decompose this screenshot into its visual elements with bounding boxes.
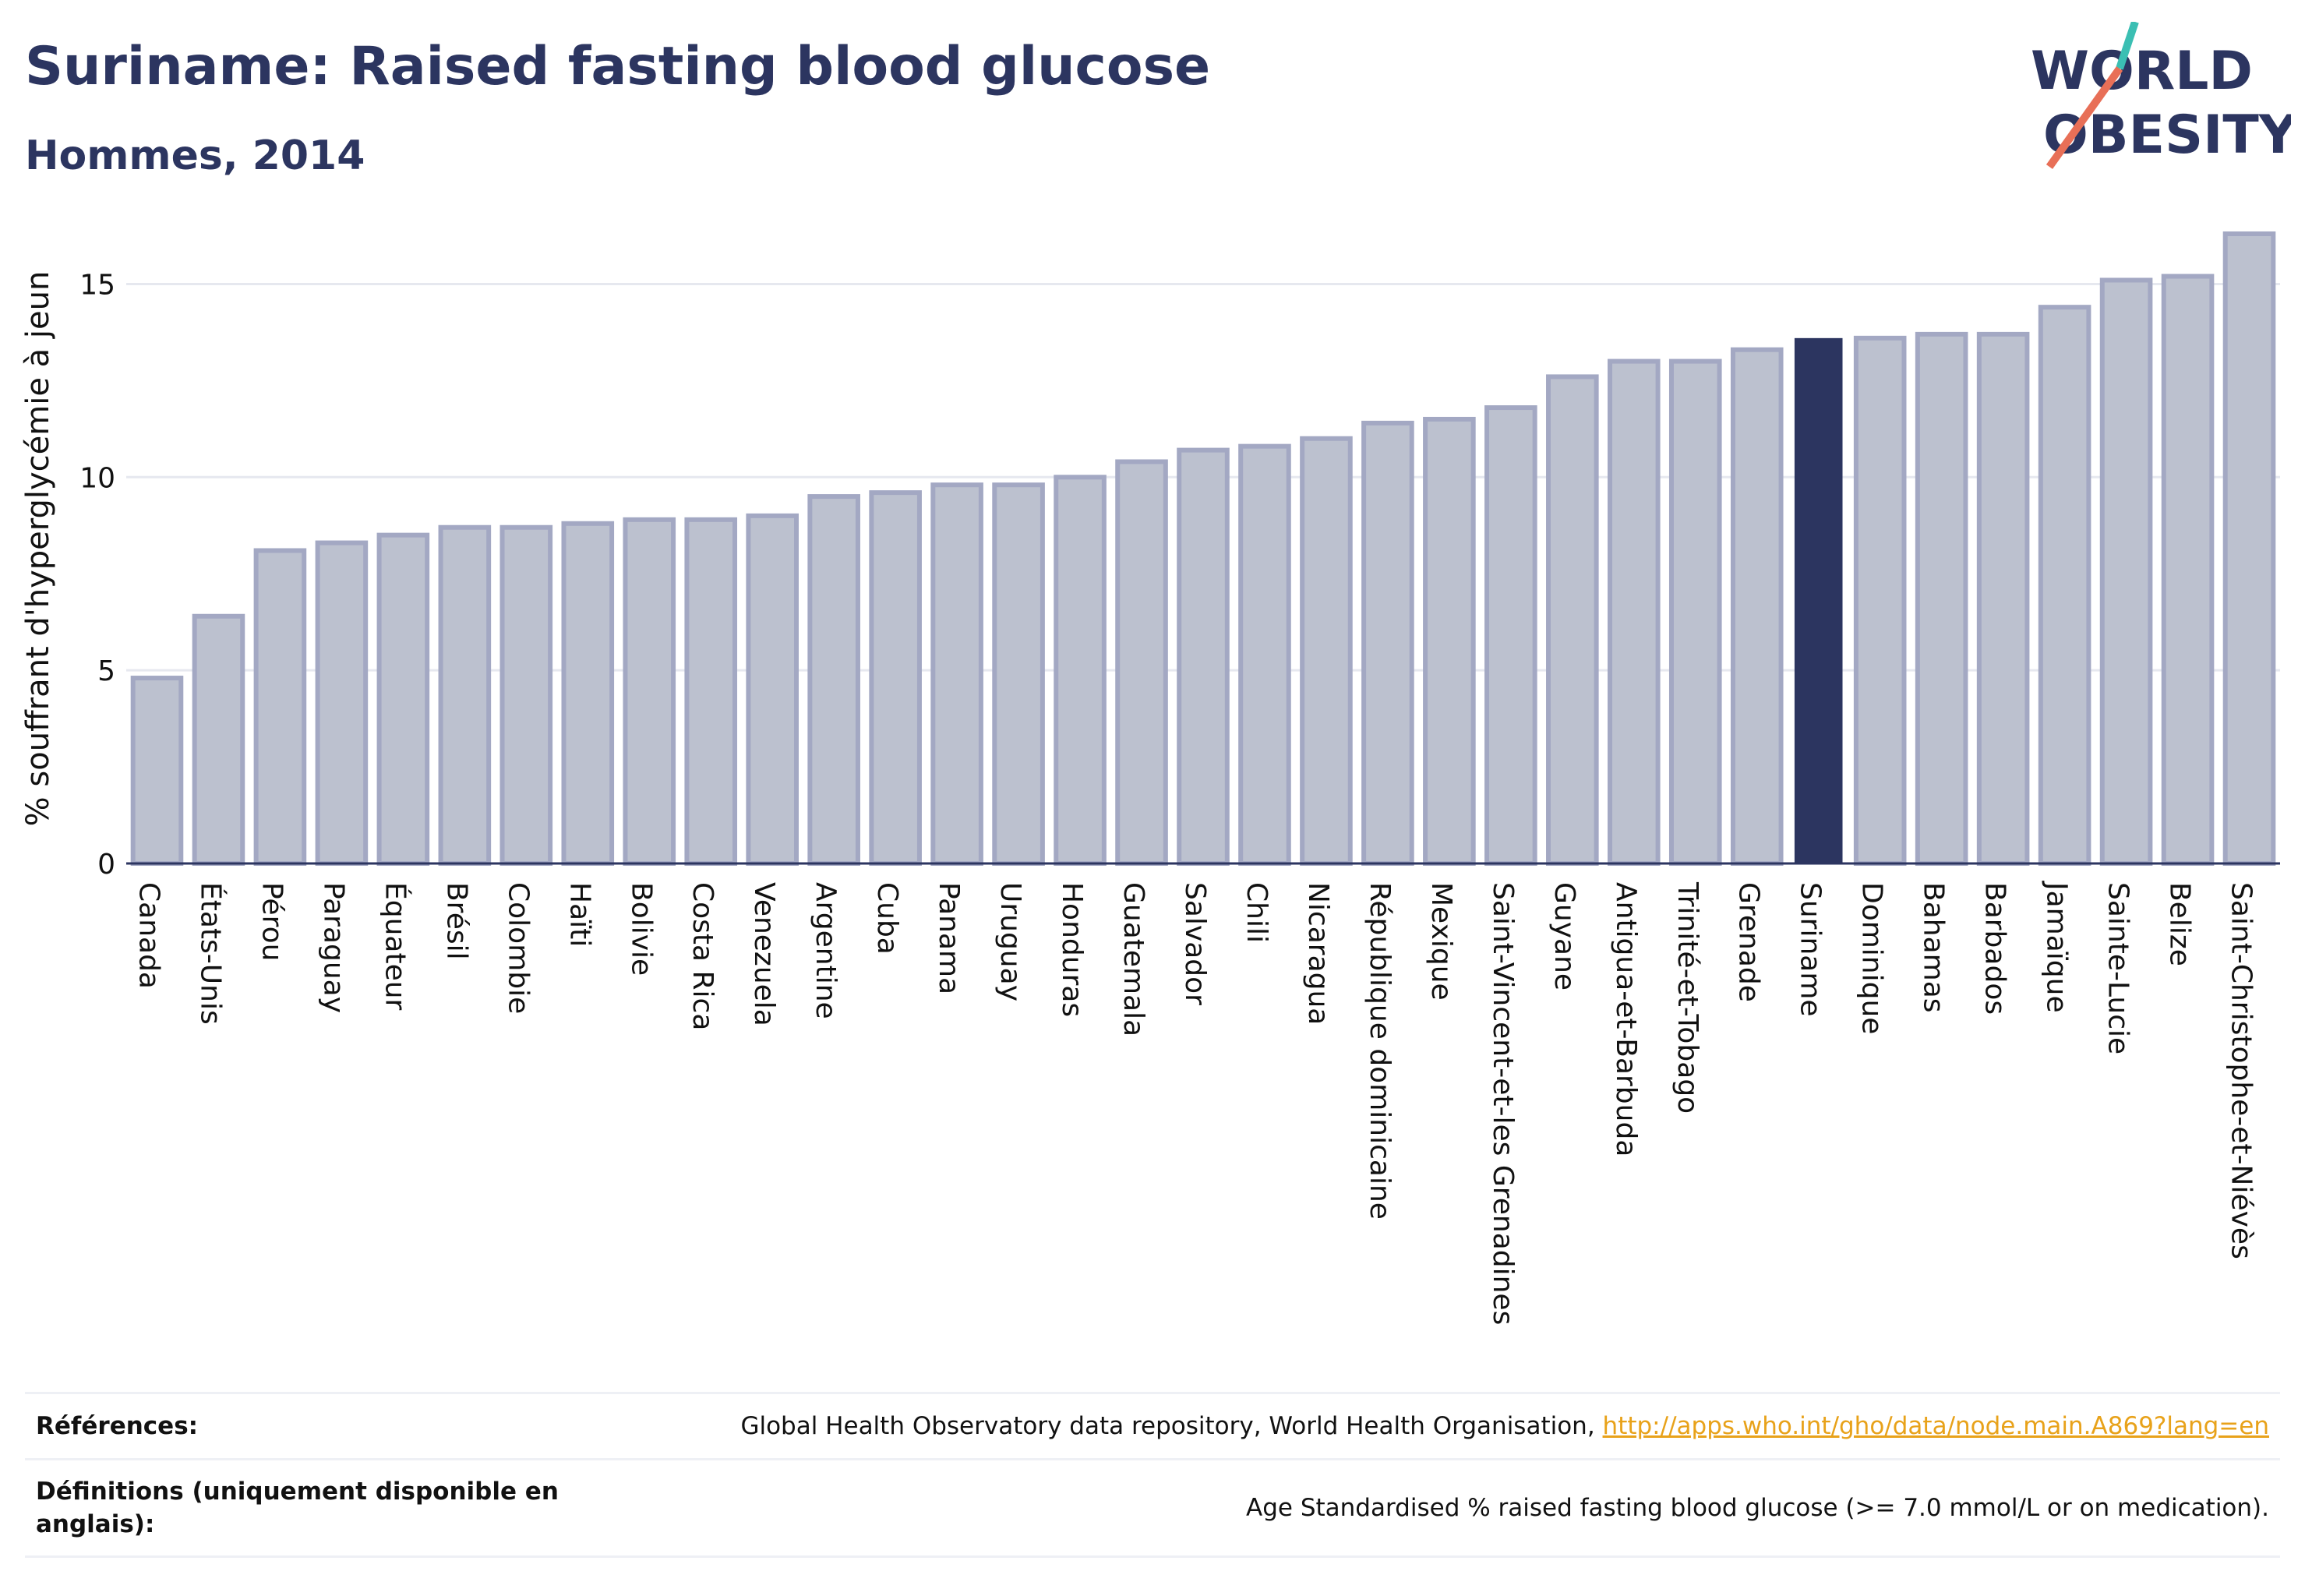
- logo-coral-slash: [2046, 66, 2123, 169]
- x-tick-label: Bahamas: [1918, 882, 1950, 1013]
- bars: [130, 231, 2276, 867]
- bar-venezuela: [746, 513, 799, 867]
- bar-bolivie: [623, 517, 676, 866]
- references-link[interactable]: http://apps.who.int/gho/data/node.main.A…: [1602, 1412, 2269, 1440]
- x-tick-label: Guatemala: [1117, 882, 1149, 1036]
- y-axis-label: % souffrant d'hyperglycémie à jeun: [20, 271, 56, 827]
- bar-r-publique-dominicaine: [1361, 420, 1414, 866]
- x-tick-label: Salvador: [1179, 882, 1211, 1005]
- definitions-value: Age Standardised % raised fasting blood …: [597, 1458, 2280, 1558]
- bar-suriname: [1794, 337, 1843, 864]
- chart-title: Suriname: Raised fasting blood glucose: [25, 36, 1211, 97]
- bar-br-sil: [438, 524, 492, 866]
- bar-chart: 0 5 10 15 Canada États-Unis Pérou Paraguay Équa…: [20, 231, 2280, 1325]
- bar-saint-vincent-et-les-grenadines: [1484, 405, 1537, 866]
- references-value: Global Health Observatory data repositor…: [597, 1392, 2280, 1460]
- bar-panama: [930, 482, 983, 867]
- x-tick-label: Guyane: [1548, 882, 1580, 990]
- x-tick-label: République dominicaine: [1364, 882, 1396, 1220]
- bar-honduras: [1054, 475, 1107, 867]
- bar-belize: [2161, 274, 2215, 867]
- references-row: Références: Global Health Observatory da…: [25, 1392, 2280, 1460]
- bar-paraguay: [315, 540, 369, 866]
- x-tick-label: Costa Rica: [687, 882, 718, 1030]
- bar-bahamas: [1915, 331, 1968, 866]
- x-tick-label: Canada: [132, 882, 164, 989]
- x-tick-label: Antigua-et-Barbuda: [1610, 882, 1642, 1156]
- bar-antigua-et-barbuda: [1608, 358, 1661, 866]
- x-tick-label: Pérou: [256, 882, 288, 961]
- bar-trinit-et-tobago: [1668, 358, 1722, 866]
- bar-jama-que: [2038, 305, 2091, 867]
- bar-grenade: [1730, 347, 1784, 866]
- x-tick-label: Uruguay: [994, 882, 1026, 1001]
- footer-table: Références: Global Health Observatory da…: [25, 1392, 2280, 1558]
- x-tick-label: Chili: [1241, 882, 1273, 943]
- bar-colombie: [499, 524, 553, 866]
- x-tick-label: Panama: [933, 882, 965, 994]
- bar-mexique: [1423, 416, 1476, 866]
- definitions-row: Définitions (uniquement disponible en an…: [25, 1458, 2280, 1558]
- bar-saint-christophe-et-ni-v-s: [2222, 231, 2276, 866]
- y-tick-label: 15: [79, 269, 115, 301]
- logo-teal-slash: [2116, 22, 2139, 70]
- bar-p-rou: [253, 548, 307, 866]
- x-tick-label: Trinité-et-Tobago: [1671, 881, 1703, 1114]
- axes: 0 5 10 15: [79, 269, 2280, 881]
- bar-canada: [130, 676, 184, 866]
- x-tick-label: Saint-Vincent-et-les Grenadines: [1487, 882, 1519, 1325]
- x-tick-label: Jamaïque: [2041, 881, 2073, 1013]
- bar-cuba: [869, 490, 922, 866]
- x-tick-label: Honduras: [1056, 882, 1088, 1017]
- bar-argentine: [807, 494, 860, 867]
- x-tick-label: Venezuela: [748, 882, 780, 1026]
- chart-subtitle: Hommes, 2014: [25, 132, 365, 179]
- x-tick-label: Bolivie: [625, 882, 657, 976]
- bar-chili: [1238, 443, 1291, 866]
- x-tick-label: États-Unis: [194, 882, 227, 1025]
- bar--tats-unis: [192, 613, 245, 866]
- bar-guyane: [1546, 374, 1599, 866]
- bar-salvador: [1177, 447, 1230, 866]
- x-tick-label: Mexique: [1425, 882, 1457, 1001]
- x-tick-label: Haïti: [563, 882, 595, 947]
- x-tick-label: Colombie: [502, 882, 534, 1014]
- bar-costa-rica: [684, 517, 738, 866]
- x-tick-label: Sainte-Lucie: [2102, 882, 2134, 1054]
- x-tick-label: Saint-Christophe-et-Niévès: [2226, 882, 2257, 1259]
- x-tick-label: Nicaragua: [1302, 882, 1334, 1025]
- x-tick-label: Belize: [2164, 882, 2196, 966]
- x-tick-label: Grenade: [1733, 882, 1765, 1002]
- bar-guatemala: [1115, 459, 1168, 866]
- definitions-label: Définitions (uniquement disponible en an…: [25, 1458, 597, 1558]
- x-tick-label: Cuba: [871, 882, 903, 955]
- x-tick-label: Dominique: [1856, 882, 1888, 1034]
- references-text: Global Health Observatory data repositor…: [740, 1412, 1603, 1440]
- bar--quateur: [376, 532, 430, 867]
- x-tick-label: Barbados: [1979, 882, 2011, 1015]
- bar-sainte-lucie: [2099, 277, 2153, 866]
- bar-uruguay: [992, 482, 1045, 867]
- y-tick-label: 10: [79, 462, 115, 494]
- bar-dominique: [1853, 335, 1907, 866]
- category-labels: Canada États-Unis Pérou Paraguay Équateur Bré…: [132, 881, 2257, 1325]
- y-tick-label: 5: [97, 655, 115, 687]
- x-tick-label: Équateur: [379, 882, 411, 1011]
- references-label: Références:: [25, 1392, 597, 1460]
- bar-barbados: [1976, 331, 2030, 866]
- x-tick-label: Suriname: [1795, 882, 1827, 1017]
- x-tick-label: Paraguay: [317, 882, 349, 1013]
- world-obesity-logo: WORLD OBESITY: [2031, 22, 2291, 169]
- logo-word-world: WORLD: [2031, 41, 2253, 102]
- bar-ha-ti: [561, 521, 615, 866]
- bar-nicaragua: [1300, 436, 1353, 866]
- x-tick-label: Argentine: [810, 882, 842, 1019]
- y-tick-label: 0: [97, 849, 115, 881]
- x-tick-label: Brésil: [440, 882, 472, 960]
